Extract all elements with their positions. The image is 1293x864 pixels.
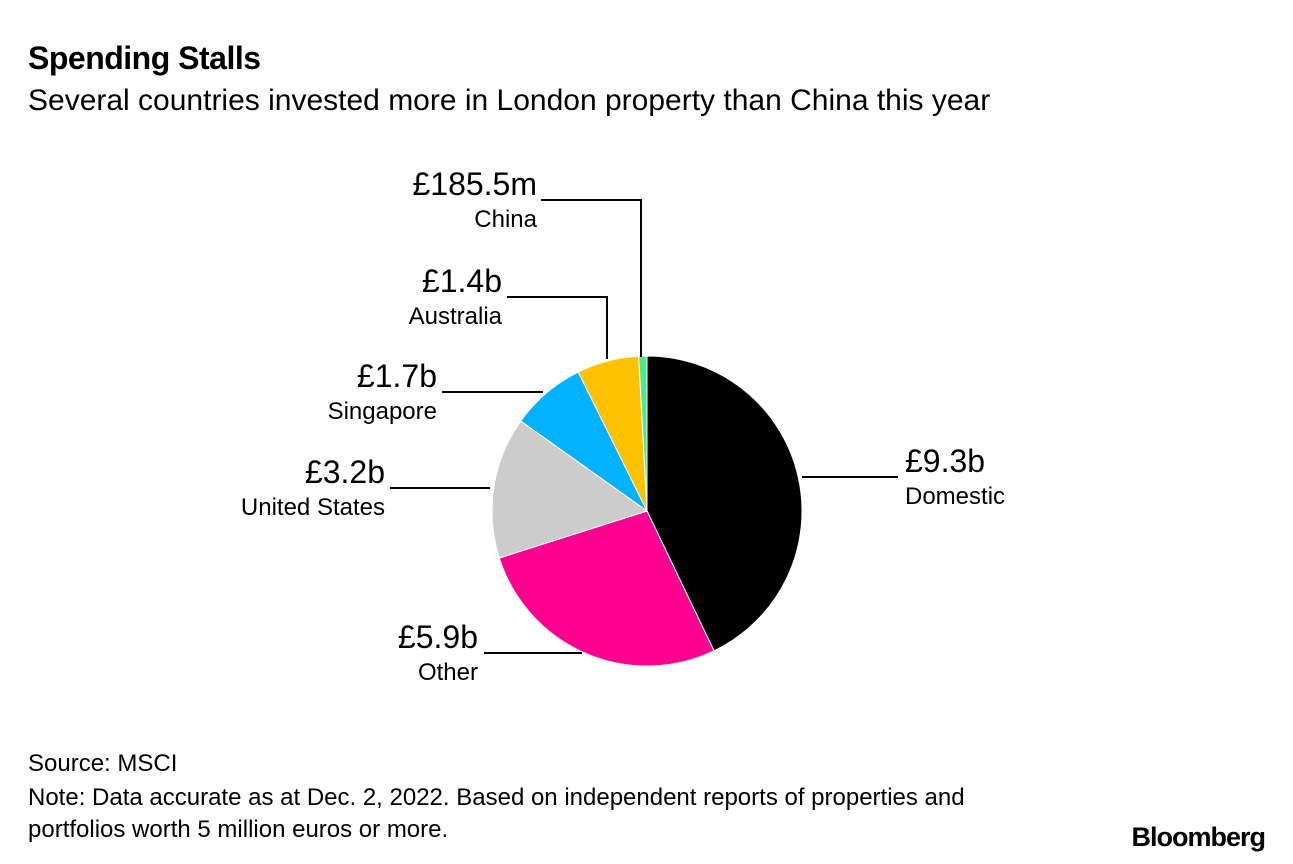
leader-line-china: [541, 199, 642, 357]
value-label-china: £185.5m: [412, 166, 537, 202]
source-note: Source: MSCI: [28, 750, 178, 777]
chart-title: Spending Stalls: [28, 40, 261, 76]
value-label-domestic: £9.3b: [905, 443, 985, 479]
pie-slice-domestic: [646, 355, 803, 652]
value-label-other: £5.9b: [398, 619, 478, 655]
value-label-singapore: £1.7b: [357, 358, 437, 394]
pie-slices: [491, 355, 803, 667]
pie-slice-china: [638, 355, 648, 512]
category-label-other: Other: [418, 659, 478, 686]
bloomberg-logo: Bloomberg: [1131, 822, 1266, 852]
category-label-domestic: Domestic: [905, 483, 1005, 510]
category-label-china: China: [474, 206, 537, 233]
pie-slice-other: [498, 510, 715, 667]
value-label-australia: £1.4b: [422, 263, 502, 299]
category-label-australia: Australia: [409, 303, 503, 330]
chart-subtitle: Several countries invested more in Londo…: [28, 84, 991, 117]
leader-lines: [390, 199, 898, 654]
pie-slice-united-states: [491, 420, 649, 559]
category-label-singapore: Singapore: [328, 398, 437, 425]
leader-line-australia: [507, 296, 608, 359]
value-label-united-states: £3.2b: [305, 454, 385, 490]
category-label-united-states: United States: [241, 494, 385, 521]
footnote: Note: Data accurate as at Dec. 2, 2022. …: [28, 784, 965, 843]
slice-labels: £9.3b Domestic £5.9b Other £3.2b United State…: [241, 166, 1005, 686]
